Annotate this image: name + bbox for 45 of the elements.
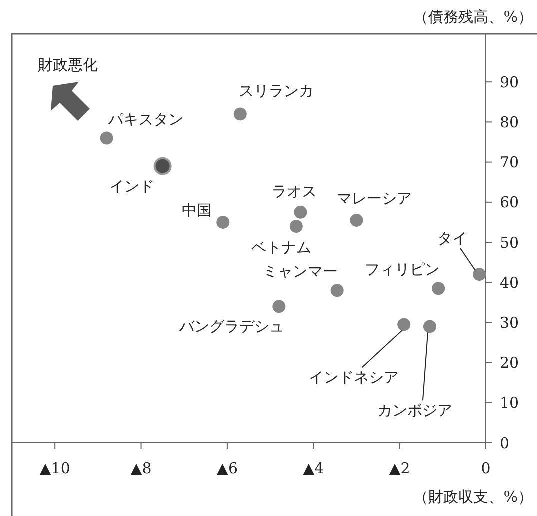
y-tick-label: 40 bbox=[500, 274, 520, 292]
point bbox=[423, 320, 436, 334]
x-tick-label: ▲2 bbox=[389, 460, 410, 478]
annotation: タイ bbox=[438, 230, 468, 248]
annotation: インドネシア bbox=[309, 368, 400, 387]
point bbox=[216, 216, 230, 229]
y-tick-label: 60 bbox=[500, 194, 520, 212]
y-tick-label: 10 bbox=[500, 394, 520, 412]
annotation: パキスタン bbox=[107, 110, 184, 128]
y-tick-label: 30 bbox=[500, 314, 520, 332]
x-tick-label: ▲4 bbox=[303, 460, 324, 478]
annotation: ミャンマー bbox=[262, 262, 338, 281]
x-tick-label: 0 bbox=[481, 460, 491, 478]
y-tick-label: 80 bbox=[500, 114, 520, 132]
x-tick-label: ▲10 bbox=[40, 460, 70, 478]
x-tick-label: ▲6 bbox=[216, 460, 238, 478]
y-tick-label: 70 bbox=[500, 154, 520, 172]
x-axis-title: （財政収支、%） bbox=[414, 488, 533, 506]
annotation: ラオス bbox=[272, 182, 318, 200]
point bbox=[330, 284, 344, 298]
point bbox=[154, 157, 172, 176]
y-tick-label: 50 bbox=[500, 234, 520, 252]
point bbox=[350, 214, 364, 227]
point bbox=[100, 132, 114, 145]
annotation: ベトナム bbox=[251, 238, 312, 256]
point bbox=[398, 318, 411, 332]
point bbox=[294, 206, 308, 219]
y-tick-label: 90 bbox=[500, 73, 520, 92]
annotation: インド bbox=[109, 177, 154, 196]
y-tick-label: 0 bbox=[500, 434, 510, 452]
point bbox=[290, 220, 303, 233]
annotation: カンボジア bbox=[377, 402, 452, 420]
annotation: フィリピン bbox=[365, 260, 440, 279]
point bbox=[432, 282, 446, 296]
annotation: 財政悪化 bbox=[38, 56, 98, 74]
annotation: マレーシア bbox=[337, 189, 412, 208]
y-tick-label: 20 bbox=[500, 354, 520, 372]
point bbox=[473, 268, 486, 282]
annotation: 中国 bbox=[182, 201, 212, 220]
point bbox=[272, 300, 286, 314]
point bbox=[234, 108, 247, 121]
annotation: スリランカ bbox=[238, 82, 314, 100]
annotation: バングラデシュ bbox=[178, 318, 285, 336]
y-axis-title: （債務残高、%） bbox=[414, 8, 533, 26]
x-tick-label: ▲8 bbox=[130, 460, 152, 478]
